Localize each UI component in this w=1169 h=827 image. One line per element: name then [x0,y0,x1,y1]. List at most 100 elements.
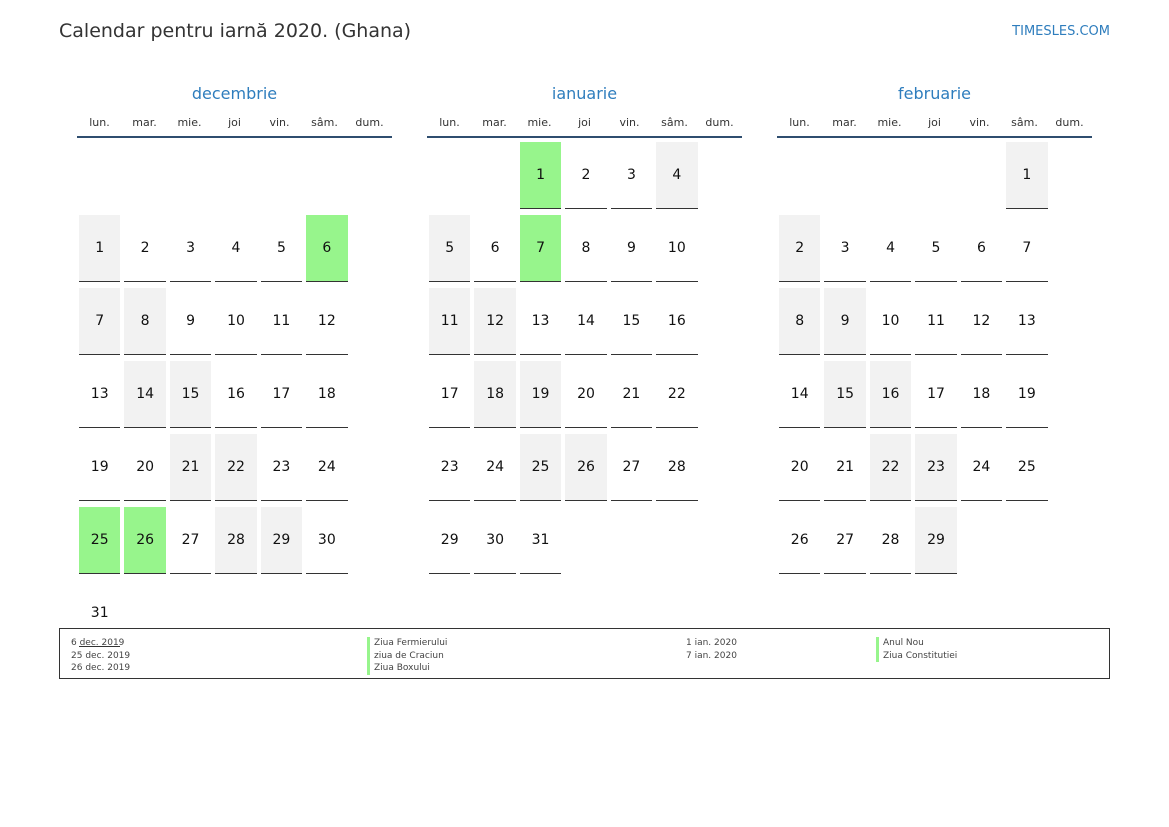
day-cell: 29 [429,507,471,574]
day-cell: 3 [824,215,866,282]
day-cell: 15 [824,361,866,428]
weekday-label: sâm. [311,116,338,129]
month-name: februarie [897,84,972,103]
day-cell: 5 [260,215,303,282]
day-cell: 28 [215,507,257,574]
day-cell: 21 [610,361,653,428]
weekday-header: lun. mar. mie. joi vin. sâm. dum. [77,116,392,138]
day-cell: 31 [79,580,121,647]
day-cell: 30 [474,507,516,574]
page-title: Calendar pentru iarnă 2020. (Ghana) [59,20,412,42]
day-cell: 17 [429,361,471,428]
holiday-legend: 6 dec. 2019 25 dec. 2019 26 dec. 2019 Zi… [59,628,1110,679]
day-cell: 5 [429,215,471,282]
weekday-label: mar. [132,116,157,129]
day-cell: 10 [215,288,257,355]
day-cell: 23 [429,434,471,501]
day-cell: 24 [474,434,516,501]
day-cell: 11 [260,288,303,355]
legend-names: Anul Nou Ziua Constitutiei [876,637,957,662]
site-link[interactable]: TIMESLES.COM [1012,24,1110,39]
day-cell: 2 [124,215,166,282]
weekday-label: sâm. [661,116,688,129]
legend-dates: 1 ian. 2020 7 ian. 2020 [686,637,737,662]
day-cell: 29 [915,507,957,574]
day-cell: 20 [124,434,166,501]
holiday-day-cell: 25 [79,507,121,574]
weekday-label: dum. [705,116,734,129]
day-cell: 18 [306,361,348,428]
day-cell: 25 [519,434,562,501]
day-cell: 28 [656,434,698,501]
day-cell: 16 [215,361,257,428]
day-cell: 9 [169,288,212,355]
legend-holiday-name: Ziua Constitutiei [876,649,957,662]
day-cell: 8 [565,215,607,282]
weekday-label: sâm. [1011,116,1038,129]
day-cell: 15 [610,288,653,355]
day-cell: 3 [610,142,653,209]
holiday-day-cell: 7 [519,215,562,282]
weekday-label: lun. [439,116,460,129]
day-cell: 17 [915,361,957,428]
weekday-label: joi [228,116,241,129]
legend-date: 6 dec. 2019 [71,638,125,648]
legend-holiday-name: Ziua Boxului [367,662,447,675]
day-cell: 9 [610,215,653,282]
day-cell: 8 [124,288,166,355]
day-cell: 30 [306,507,348,574]
day-cell: 11 [429,288,471,355]
weekday-header: lun. mar. mie. joi vin. sâm. dum. [777,116,1092,138]
day-cell: 26 [565,434,607,501]
weekday-label: mie. [527,116,552,129]
day-cell: 12 [960,288,1003,355]
weekday-label: vin. [619,116,640,129]
day-cell: 14 [124,361,166,428]
day-cell: 4 [869,215,912,282]
day-cell: 11 [915,288,957,355]
day-cell: 4 [215,215,257,282]
day-cell: 26 [779,507,821,574]
legend-holiday-name: Anul Nou [876,637,957,650]
day-cell: 28 [869,507,912,574]
day-cell: 2 [565,142,607,209]
empty-cell [474,142,515,209]
weekday-header: lun. mar. mie. joi vin. sâm. dum. [427,116,742,138]
day-cell: 4 [656,142,698,209]
empty-cell [306,142,347,209]
day-cell: 21 [169,434,212,501]
month-name: decembrie [191,84,278,103]
weekday-label: mie. [877,116,902,129]
legend-date: 1 ian. 2020 [686,638,737,648]
day-cell: 20 [565,361,607,428]
day-cell: 15 [169,361,212,428]
holiday-day-cell: 6 [306,215,348,282]
day-cell: 25 [1006,434,1048,501]
day-cell: 9 [824,288,866,355]
holiday-day-cell: 1 [519,142,562,209]
day-cell: 13 [519,288,562,355]
day-cell: 16 [656,288,698,355]
day-cell: 21 [824,434,866,501]
legend-holiday-name: ziua de Craciun [367,649,447,662]
day-cell: 6 [960,215,1003,282]
day-cell: 20 [779,434,821,501]
weekday-label: dum. [1055,116,1084,129]
empty-cell [261,142,302,209]
empty-cell [824,142,865,209]
day-cell: 22 [656,361,698,428]
weekday-label: mar. [832,116,857,129]
day-cell: 1 [1006,142,1048,209]
day-cell: 10 [869,288,912,355]
empty-cell [170,142,211,209]
weekday-label: lun. [789,116,810,129]
day-cell: 13 [1006,288,1048,355]
day-cell: 17 [260,361,303,428]
day-cell: 27 [169,507,212,574]
weekday-label: dum. [355,116,384,129]
empty-cell [870,142,911,209]
empty-cell [961,142,1002,209]
